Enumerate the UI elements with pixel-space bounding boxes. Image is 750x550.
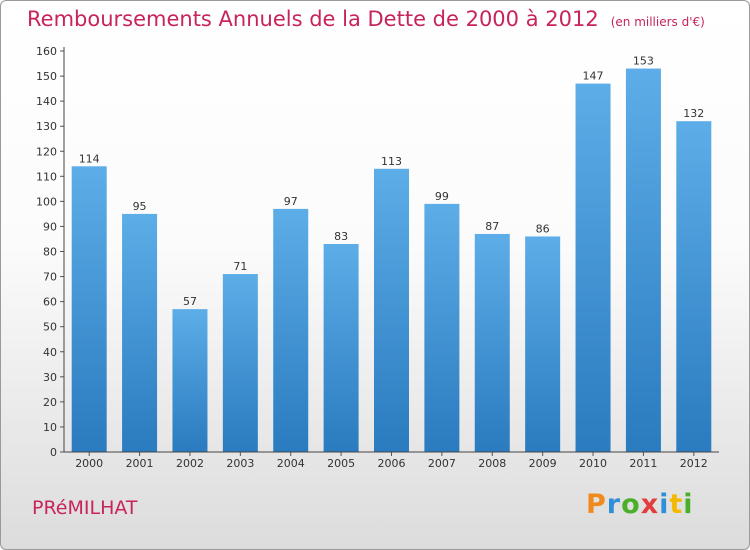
proxiti-logo: Proxiti	[586, 489, 694, 520]
y-tick-label: 110	[36, 170, 57, 183]
bar	[676, 121, 712, 453]
bar-value-label: 132	[683, 107, 704, 120]
commune-name: PRéMILHAT	[32, 497, 138, 519]
x-tick-label: 2006	[378, 457, 406, 470]
y-tick-label: 50	[43, 321, 57, 334]
x-tick-label: 2011	[629, 457, 657, 470]
x-tick-label: 2010	[579, 457, 607, 470]
y-tick-label: 100	[36, 195, 57, 208]
y-tick-label: 70	[43, 271, 57, 284]
y-tick-label: 150	[36, 70, 57, 83]
x-tick-label: 2004	[277, 457, 305, 470]
logo-letter: P	[586, 489, 607, 520]
y-tick-label: 40	[43, 346, 57, 359]
y-tick-label: 90	[43, 220, 57, 233]
x-tick-label: 2009	[529, 457, 557, 470]
y-tick-label: 120	[36, 145, 57, 158]
bar-value-label: 147	[583, 70, 604, 83]
bar-value-label: 113	[381, 155, 402, 168]
bar	[122, 213, 158, 452]
bar	[474, 233, 510, 452]
title-main: Remboursements Annuels de la Dette de 20…	[27, 7, 599, 31]
x-tick-label: 2005	[327, 457, 355, 470]
bar-value-label: 83	[334, 230, 348, 243]
bar-value-label: 95	[133, 200, 147, 213]
bar	[525, 236, 561, 452]
x-tick-label: 2002	[176, 457, 204, 470]
y-tick-label: 130	[36, 120, 57, 133]
x-tick-label: 2012	[680, 457, 708, 470]
bar	[424, 203, 460, 452]
bar-value-label: 99	[435, 190, 449, 203]
logo-letter: i	[659, 489, 670, 520]
bar	[323, 243, 359, 452]
y-tick-label: 30	[43, 371, 57, 384]
logo-letter: i	[683, 489, 694, 520]
bar-value-label: 86	[536, 222, 550, 235]
bar	[625, 68, 661, 452]
x-tick-label: 2008	[478, 457, 506, 470]
bar-value-label: 87	[485, 220, 499, 233]
bar	[172, 309, 208, 452]
logo-letter: o	[621, 489, 641, 520]
title-unit: (en milliers d'€)	[610, 15, 705, 29]
y-tick-label: 140	[36, 95, 57, 108]
y-tick-label: 160	[36, 45, 57, 58]
x-tick-label: 2007	[428, 457, 456, 470]
y-tick-label: 20	[43, 396, 57, 409]
bar-value-label: 97	[284, 195, 298, 208]
bar-value-label: 153	[633, 55, 654, 68]
logo-letter: t	[669, 489, 684, 520]
chart-title: Remboursements Annuels de la Dette de 20…	[27, 7, 705, 31]
y-tick-label: 60	[43, 296, 57, 309]
bar	[575, 83, 611, 453]
bar	[374, 168, 409, 452]
bar-value-label: 114	[79, 152, 100, 165]
logo-letter: r	[606, 489, 622, 520]
y-tick-label: 0	[50, 446, 57, 459]
logo-letter: x	[640, 489, 660, 520]
y-tick-label: 80	[43, 246, 57, 259]
bar	[222, 274, 258, 452]
bar-value-label: 57	[183, 295, 197, 308]
bar-value-label: 71	[233, 260, 247, 273]
x-tick-label: 2003	[226, 457, 254, 470]
bar	[71, 166, 107, 452]
x-tick-label: 2000	[75, 457, 103, 470]
y-tick-label: 10	[43, 421, 57, 434]
bar	[273, 208, 309, 452]
x-tick-label: 2001	[126, 457, 154, 470]
